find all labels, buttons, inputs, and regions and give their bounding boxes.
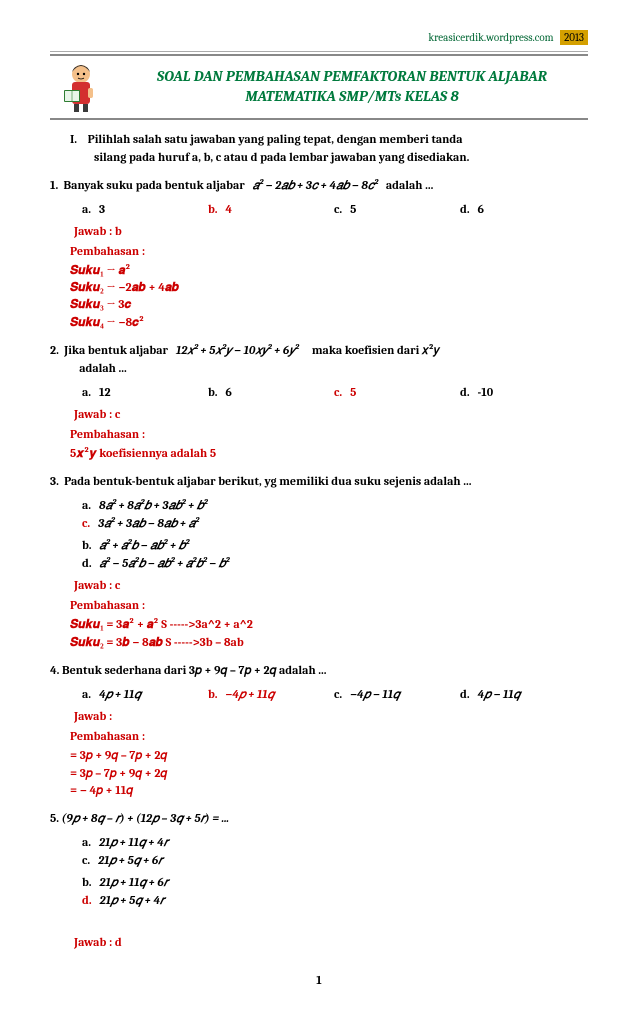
q2-suffix: adalah ... (79, 361, 127, 375)
title-line-2: MATEMATIKA SMP/MTs KELAS 8 (116, 87, 588, 107)
page-number: 1 (50, 971, 588, 989)
q1-opt-d: d. 6 (460, 200, 580, 218)
instruction-number: I. (70, 132, 77, 146)
q2-opt-a: a. 12 (82, 383, 202, 401)
q5-answer: Jawab : d (74, 933, 588, 951)
q3-work-2: 𝑺𝒖𝒌𝒖₂ = 3𝒃 − 8𝒂𝒃 S ----->3b – 8ab (70, 634, 588, 651)
q3-opt-b: b. 𝑎² + 𝑎²𝑏 − 𝑎𝑏² + 𝑏² (82, 536, 330, 554)
q1-prefix: Banyak suku pada bentuk aljabar (64, 178, 245, 192)
q3-num: 3. (50, 474, 59, 488)
instruction-line2: silang pada huruf a, b, c atau d pada le… (94, 150, 469, 164)
q5-num: 5. (50, 811, 59, 825)
q4-options: a. 4𝑝 + 11𝑞 b. −4𝑝 + 11𝑞 c. −4𝑝 − 11𝑞 d.… (82, 685, 588, 703)
site-url: kreasicerdik.wordpress.com (428, 31, 553, 44)
q4-work-1: = 3𝑝 + 9𝑞 – 7𝑝 + 2𝑞 (70, 747, 588, 764)
q2-pembahasan-label: Pembahasan : (70, 425, 588, 443)
q5-options-row1: a. 21𝑝 + 11𝑞 + 4𝑟 c. 21𝑝 + 5𝑞 + 6𝑟 (82, 833, 588, 869)
q2-opt-c: c. 5 (334, 383, 454, 401)
page-title: SOAL DAN PEMBAHASAN PEMFAKTORAN BENTUK A… (116, 67, 588, 106)
q2-work: 5𝒙²𝒚 koefisiennya adalah 5 (70, 445, 588, 462)
instruction-line1: Pilihlah salah satu jawaban yang paling … (88, 132, 463, 146)
q4-text: Bentuk sederhana dari 3𝑝 + 9𝑞 – 7𝑝 + 2𝑞 … (62, 663, 327, 677)
q4-num: 4. (50, 663, 59, 677)
q2-prefix: Jika bentuk aljabar (64, 343, 168, 357)
q2-num: 2. (50, 343, 59, 357)
q1-answer: Jawab : b (74, 222, 588, 240)
q1-expr: 𝑎² − 2𝑎𝑏 + 3𝑐 + 4𝑎𝑏 − 8𝑐² (253, 178, 378, 192)
q1-pembahasan-label: Pembahasan : (70, 242, 588, 260)
q3-options-row1: a. 8𝑎² + 8𝑎²𝑏 + 3𝑎𝑏² + 𝑏² c. 3𝑎² + 3𝑎𝑏 −… (82, 496, 588, 532)
q3-text: Pada bentuk-bentuk aljabar berikut, yg m… (64, 474, 471, 488)
q1-num: 1. (50, 178, 58, 192)
q4-opt-d: d. 4𝑝 − 11𝑞 (460, 685, 580, 703)
q4-opt-a: a. 4𝑝 + 11𝑞 (82, 685, 202, 703)
q1-suffix: adalah ... (386, 178, 434, 192)
q4-opt-b: b. −4𝑝 + 11𝑞 (208, 685, 328, 703)
q2-answer: Jawab : c (74, 405, 588, 423)
q1-opt-b: b. 4 (208, 200, 328, 218)
q3-options-row2: b. 𝑎² + 𝑎²𝑏 − 𝑎𝑏² + 𝑏² d. 𝑎² − 5𝑎²𝑏 − 𝑎𝑏… (82, 536, 588, 572)
q4-work-2: = 3𝑝 – 7𝑝 + 9𝑞 + 2𝑞 (70, 765, 588, 782)
q5-opt-d: d. 21𝑝 + 5𝑞 + 4𝑟 (82, 891, 330, 909)
q4-pembahasan-label: Pembahasan : (70, 727, 588, 745)
q2-opt-b: b. 6 (208, 383, 328, 401)
q3-opt-c: c. 3𝑎² + 3𝑎𝑏 − 8𝑎𝑏 + 𝑎² (82, 514, 330, 532)
question-3: 3. Pada bentuk-bentuk aljabar berikut, y… (50, 472, 588, 490)
title-line-1: SOAL DAN PEMBAHASAN PEMFAKTORAN BENTUK A… (116, 67, 588, 87)
q1-options: a. 3 b. 4 c. 5 d. 6 (82, 200, 588, 218)
q2-mid: maka koefisien dari 𝑥²𝑦 (312, 343, 440, 357)
q1-work-4: 𝑺𝒖𝒌𝒖₄ → −8𝒄² (70, 314, 588, 331)
q1-opt-c: c. 5 (334, 200, 454, 218)
question-5: 5. (9𝑝 + 8𝑞 – 𝑟) + (12𝑝 – 3𝑞 + 5𝑟) = ... (50, 809, 588, 827)
q1-opt-a: a. 3 (82, 200, 202, 218)
q4-work-3: = − 4𝑝 + 11𝑞 (70, 782, 588, 799)
q1-work-2: 𝑺𝒖𝒌𝒖₂ → −2𝒂𝒃 + 4𝒂𝒃 (70, 279, 588, 296)
question-1: 1. Banyak suku pada bentuk aljabar 𝑎² − … (50, 176, 588, 194)
q2-opt-d: d. -10 (460, 383, 580, 401)
q3-answer: Jawab : c (74, 576, 588, 594)
page-header: kreasicerdik.wordpress.com 2013 (50, 30, 588, 47)
q1-work-3: 𝑺𝒖𝒌𝒖₃ → 3𝒄 (70, 296, 588, 313)
q1-work-1: 𝑺𝒖𝒌𝒖₁ → 𝒂² (70, 262, 588, 279)
q4-answer: Jawab : (74, 707, 588, 725)
q4-opt-c: c. −4𝑝 − 11𝑞 (334, 685, 454, 703)
q5-opt-b: b. 21𝑝 + 11𝑞 + 6𝑟 (82, 873, 330, 891)
header-rule (50, 51, 588, 52)
year-badge: 2013 (560, 30, 588, 45)
title-block: SOAL DAN PEMBAHASAN PEMFAKTORAN BENTUK A… (50, 54, 588, 120)
q2-options: a. 12 b. 6 c. 5 d. -10 (82, 383, 588, 401)
q5-options-row2: b. 21𝑝 + 11𝑞 + 6𝑟 d. 21𝑝 + 5𝑞 + 4𝑟 (82, 873, 588, 909)
q3-pembahasan-label: Pembahasan : (70, 596, 588, 614)
q5-text: (9𝑝 + 8𝑞 – 𝑟) + (12𝑝 – 3𝑞 + 5𝑟) = ... (62, 811, 229, 825)
q2-expr: 12𝑥² + 5𝑥²𝑦 − 10𝑥𝑦² + 6𝑦² (176, 343, 299, 357)
q3-opt-a: a. 8𝑎² + 8𝑎²𝑏 + 3𝑎𝑏² + 𝑏² (82, 496, 330, 514)
question-2: 2. Jika bentuk aljabar 12𝑥² + 5𝑥²𝑦 − 10𝑥… (50, 341, 588, 377)
section-instruction: I. Pilihlah salah satu jawaban yang pali… (70, 130, 578, 166)
q5-opt-a: a. 21𝑝 + 11𝑞 + 4𝑟 (82, 833, 330, 851)
boy-reading-icon (58, 62, 104, 112)
q3-opt-d: d. 𝑎² − 5𝑎²𝑏 − 𝑎𝑏² + 𝑎²𝑏² − 𝑏² (82, 554, 330, 572)
q3-work-1: 𝑺𝒖𝒌𝒖₁ = 3𝒂² + 𝒂² S ----->3a^2 + a^2 (70, 616, 588, 633)
q5-opt-c: c. 21𝑝 + 5𝑞 + 6𝑟 (82, 851, 330, 869)
question-4: 4. Bentuk sederhana dari 3𝑝 + 9𝑞 – 7𝑝 + … (50, 661, 588, 679)
